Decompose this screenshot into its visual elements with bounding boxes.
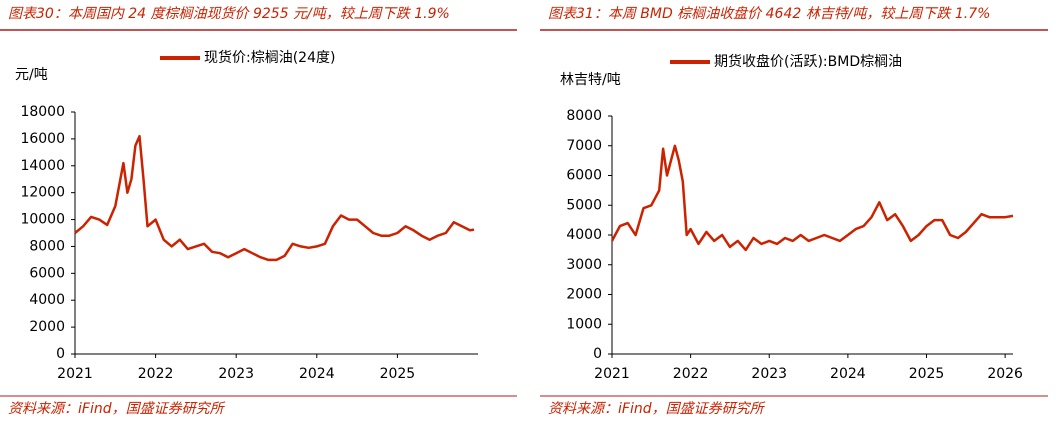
y-tick-label: 14000 [20, 158, 65, 174]
y-tick-label: 4000 [566, 227, 602, 243]
line-series [74, 134, 475, 262]
chart-title: 图表30：本周国内 24 度棕榈油现货价 9255 元/吨，较上周下跌 1.9% [8, 6, 450, 22]
y-tick-label: 5000 [566, 197, 602, 213]
source: 资料来源：iFind，国盛证券研究所 [8, 401, 226, 417]
y-tick-label: 6000 [29, 265, 65, 281]
y-tick-label: 6000 [566, 168, 602, 184]
y-tick-label: 0 [56, 346, 65, 362]
x-tick-label: 2024 [830, 366, 866, 382]
x-tick-label: 2021 [594, 366, 630, 382]
x-tick-label: 2022 [673, 366, 709, 382]
source: 资料来源：iFind，国盛证券研究所 [548, 401, 766, 417]
y-tick-label: 8000 [29, 238, 65, 254]
y-tick-label: 12000 [20, 185, 65, 201]
legend-label: 期货收盘价(活跃):BMD棕榈油 [714, 53, 902, 70]
y-tick-label: 8000 [566, 108, 602, 124]
y-tick-label: 0 [593, 346, 602, 362]
y-tick-label: 7000 [566, 138, 602, 154]
y-tick-label: 10000 [20, 212, 65, 228]
x-tick-label: 2023 [751, 366, 787, 382]
x-tick-label: 2023 [218, 366, 254, 382]
line-series [610, 144, 1014, 252]
x-tick-label: 2021 [57, 366, 93, 382]
x-tick-label: 2026 [987, 366, 1023, 382]
y-tick-label: 16000 [20, 131, 65, 147]
chart-title: 图表31：本周 BMD 棕榈油收盘价 4642 林吉特/吨，较上周下跌 1.7% [548, 6, 990, 22]
y-axis-label: 元/吨 [15, 67, 48, 83]
x-tick-label: 2022 [138, 366, 174, 382]
y-tick-label: 1000 [566, 316, 602, 332]
y-tick-label: 2000 [29, 319, 65, 335]
y-axis-label: 林吉特/吨 [560, 72, 621, 88]
x-tick-label: 2024 [299, 366, 335, 382]
y-tick-label: 2000 [566, 287, 602, 303]
y-tick-label: 4000 [29, 292, 65, 308]
legend-label: 现货价:棕榈油(24度) [204, 49, 335, 66]
x-tick-label: 2025 [380, 366, 416, 382]
y-tick-label: 3000 [566, 257, 602, 273]
y-tick-label: 18000 [20, 104, 65, 120]
x-tick-label: 2025 [909, 366, 945, 382]
